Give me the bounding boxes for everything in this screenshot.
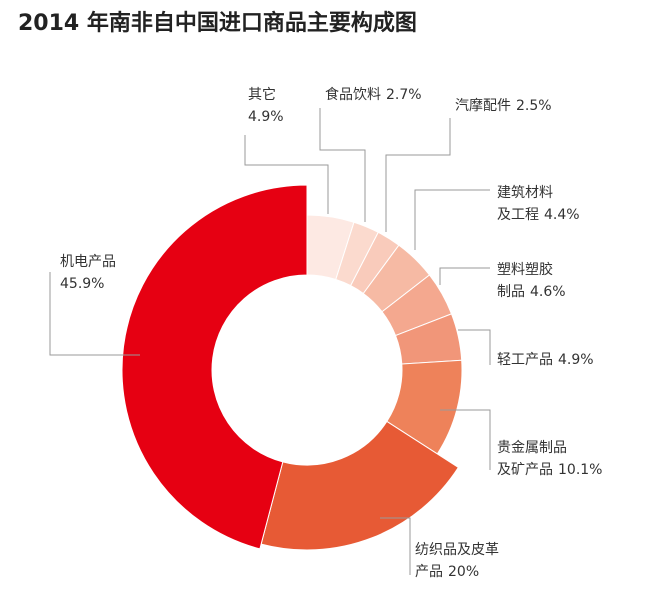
category-label: 食品饮料 <box>325 86 381 103</box>
data-label: 轻工产品 4.9% <box>497 352 594 368</box>
leader-line <box>458 329 491 365</box>
leader-line <box>49 272 140 356</box>
data-label: 贵金属制品及矿产品 10.1% <box>497 440 602 478</box>
data-label: 食品饮料 2.7% <box>325 86 422 103</box>
data-label: 建筑材料及工程 4.4% <box>497 185 580 223</box>
category-label: 汽摩配件 <box>455 97 511 114</box>
category-label: 塑料塑胶制品 <box>497 261 553 300</box>
data-label: 机电产品 45.9% <box>60 254 116 292</box>
data-label: 其它 4.9% <box>248 86 284 125</box>
data-label: 塑料塑胶制品 4.6% <box>497 261 566 300</box>
leader-line <box>244 135 329 214</box>
leader-line <box>380 517 411 575</box>
chart-title: 2014 年南非自中国进口商品主要构成图 <box>18 10 417 36</box>
leader-line <box>319 108 366 222</box>
category-label: 轻工产品 <box>497 352 553 368</box>
category-label: 机电产品 <box>60 254 116 270</box>
category-label: 其它 <box>248 86 276 103</box>
value-label: 45.9% <box>60 276 104 292</box>
donut-segment <box>121 184 308 550</box>
data-label: 纺织品及皮革产品 20% <box>415 542 499 580</box>
value-label: 4.6% <box>530 284 566 300</box>
value-label: 4.9% <box>558 352 594 368</box>
leader-line <box>385 118 451 232</box>
category-label: 贵金属制品及矿产品 <box>497 440 567 478</box>
value-label: 4.4% <box>544 207 580 223</box>
leader-line <box>439 267 490 285</box>
value-label: 4.9% <box>248 109 284 125</box>
leader-line <box>440 409 491 470</box>
value-label: 10.1% <box>558 462 602 478</box>
category-label: 纺织品及皮革产品 <box>415 542 499 580</box>
value-label: 2.5% <box>516 98 552 114</box>
category-label: 建筑材料及工程 <box>497 185 553 223</box>
leader-line <box>414 189 490 250</box>
value-label: 2.7% <box>386 87 422 103</box>
value-label: 20% <box>448 564 479 580</box>
data-label: 汽摩配件 2.5% <box>455 97 552 114</box>
